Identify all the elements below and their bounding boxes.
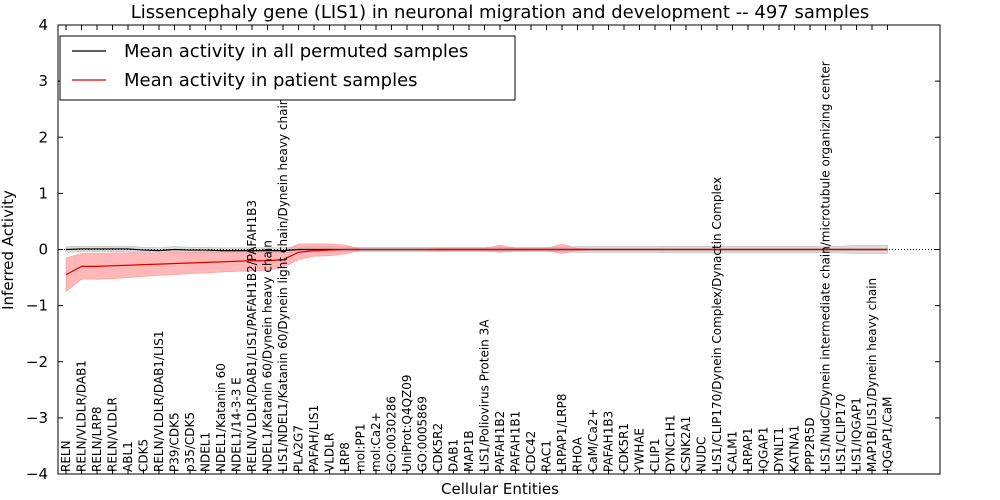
x-tick-label: PAFAH1B2	[493, 411, 507, 472]
y-tick-label: 1	[38, 184, 48, 202]
x-tick-label: LIS1/CLIP170	[834, 394, 848, 472]
x-tick-label: LIS1/NudC/Dynein intermediate chain/micr…	[819, 61, 833, 472]
x-tick-label: IQGAP1/CaM	[881, 397, 895, 473]
x-tick-label: MAP1B	[462, 430, 476, 472]
x-tick-label: GO:0005869	[416, 396, 430, 472]
x-tick-label: MAP1B/LIS1/Dynein heavy chain	[865, 278, 879, 472]
y-tick-label: −4	[26, 465, 48, 483]
line-series-1	[65, 248, 888, 276]
x-tick-label: RHOA	[571, 436, 585, 472]
legend: Mean activity in all permuted samples Me…	[59, 35, 516, 101]
x-tick-label: RELN/VLDLR	[106, 397, 120, 472]
x-tick-label: KATNA1	[788, 425, 802, 472]
x-tick-label: CDK5R2	[431, 423, 445, 472]
y-axis-label: Inferred Activity	[0, 190, 17, 310]
y-tick-label: 4	[38, 16, 48, 34]
y-tick-label: 0	[38, 241, 48, 259]
x-tick-label: DYNC1H1	[664, 414, 678, 472]
x-tick-label: PPP2R5D	[803, 417, 817, 472]
x-tick-label: IQGAP1	[757, 427, 771, 472]
x-tick-label: VLDLR	[323, 433, 337, 472]
y-axis-ticks: −4 −3 −2 −1 0 1 2 3 4	[26, 16, 940, 483]
x-tick-label: CALM1	[726, 431, 740, 472]
series-lines	[65, 248, 888, 276]
x-tick-label: LIS1/IQGAP1	[850, 397, 864, 472]
x-tick-label: LIS1/NDEL1/Katanin 60/Dynein light chain…	[276, 98, 290, 472]
x-tick-label: CDC42	[524, 431, 538, 472]
x-tick-label: RELN/VLDLR/DAB1	[75, 360, 89, 472]
x-tick-label: CaM/Ca2+	[586, 408, 600, 472]
x-tick-label: PLA2G7	[292, 425, 306, 472]
x-tick-label: PAFAH1B3	[602, 411, 616, 472]
x-axis-label: Cellular Entities	[441, 480, 559, 498]
x-tick-label: GO:0030286	[385, 396, 399, 472]
plot-area: −4 −3 −2 −1 0 1 2 3 4 RELN RELN/VLDLR/DAB1 RELN/LR…	[26, 16, 941, 483]
x-tick-label: LIS1/Poliovirus Protein 3A	[478, 319, 492, 472]
x-tick-label: RELN/VLDLR/DAB1/LIS1	[152, 331, 166, 472]
x-tick-label: NDEL1	[199, 432, 213, 472]
x-tick-label: NDEL1/14-3-3 E	[230, 377, 244, 472]
legend-label-permuted: Mean activity in all permuted samples	[124, 41, 468, 62]
x-tick-label: DYNLT1	[772, 427, 786, 472]
x-tick-label: PAFAH/LIS1	[307, 405, 321, 472]
x-tick-label: P39/CDK5	[168, 412, 182, 472]
x-tick-label: RELN/VLDLR/DAB1/LIS1/PAFAH1B2/PAFAH1B3	[245, 200, 259, 472]
x-tick-label: NUDC	[695, 437, 709, 472]
x-tick-label: CDK5	[137, 439, 151, 472]
x-tick-label: mol:PP1	[354, 423, 368, 472]
y-tick-label: −2	[26, 353, 48, 371]
x-tick-label: YWHAE	[633, 428, 647, 473]
x-tick-label: UniProt:Q4QZ09	[400, 374, 414, 472]
x-tick-label: PAFAH1B1	[509, 411, 523, 472]
x-tick-label: CSNK2A1	[679, 416, 693, 472]
x-tick-label: CLIP1	[648, 439, 662, 472]
legend-box	[59, 35, 516, 101]
x-tick-label: LRPAP1/LRP8	[555, 393, 569, 472]
x-tick-label: RAC1	[540, 440, 554, 472]
legend-label-patient: Mean activity in patient samples	[124, 70, 418, 91]
x-tick-label: LIS1/CLIP170/Dynein Complex/Dynactin Com…	[710, 177, 724, 472]
x-tick-label: mol:Ca2+	[369, 412, 383, 472]
x-tick-label: LRPAP1	[741, 427, 755, 472]
y-tick-label: 2	[38, 128, 48, 146]
x-axis-ticks: RELN RELN/VLDLR/DAB1 RELN/LRP8 RELN/VLDLR AB…	[59, 25, 895, 474]
chart-title: Lissencephaly gene (LIS1) in neuronal mi…	[131, 2, 870, 23]
x-tick-label: DAB1	[447, 439, 461, 472]
x-tick-label: RELN	[59, 440, 73, 472]
x-tick-label: p35/CDK5	[183, 412, 197, 472]
x-tick-label: CDK5R1	[617, 423, 631, 472]
x-tick-label: ABL1	[121, 441, 135, 472]
x-tick-label: LRP8	[338, 442, 352, 472]
y-tick-label: 3	[38, 72, 48, 90]
x-tick-label: NDEL1/Katanin 60/Dynein heavy chain	[261, 240, 275, 472]
confidence-bands	[65, 243, 888, 293]
x-tick-label: RELN/LRP8	[90, 406, 104, 472]
x-tick-label: NDEL1/Katanin 60	[214, 363, 228, 472]
y-tick-label: −1	[26, 297, 48, 315]
y-tick-label: −3	[26, 409, 48, 427]
